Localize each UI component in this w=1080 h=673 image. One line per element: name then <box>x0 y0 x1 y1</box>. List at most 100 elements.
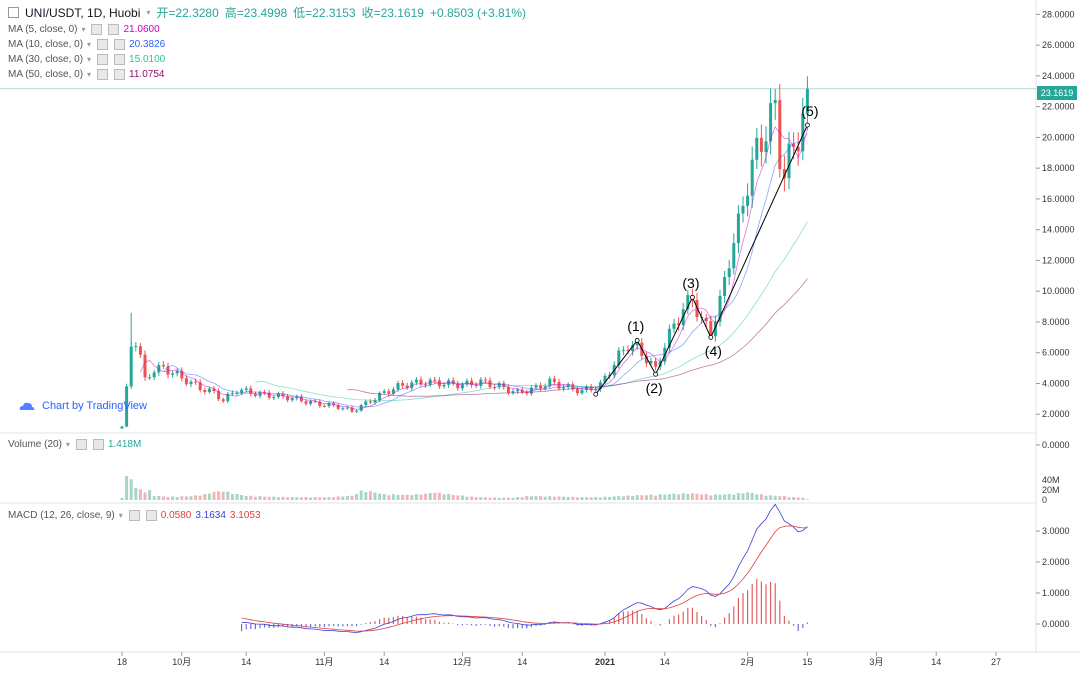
candle-body <box>341 408 345 410</box>
ma-line-30 <box>255 221 808 402</box>
volume-bar <box>221 491 225 500</box>
close-icon[interactable] <box>145 510 157 521</box>
volume-bar <box>263 496 267 500</box>
macd-tick-label: 2.0000 <box>1042 557 1070 567</box>
time-tick-label: 15 <box>802 657 812 667</box>
volume-bar <box>391 494 395 500</box>
candle-body <box>382 391 386 393</box>
eye-icon[interactable] <box>91 24 103 35</box>
candle-body <box>755 137 759 160</box>
volume-bar <box>516 497 520 500</box>
close-icon[interactable] <box>114 54 126 65</box>
candle-body <box>764 141 768 152</box>
candle-body <box>345 407 349 409</box>
volume-bar <box>230 494 234 500</box>
ma50-legend[interactable]: MA (50, close, 0) ▾ 11.0754 <box>8 67 164 82</box>
eye-icon[interactable] <box>128 510 140 521</box>
eye-icon[interactable] <box>75 439 87 450</box>
tradingview-brand[interactable]: Chart by TradingView <box>18 400 147 412</box>
candle-body <box>281 393 285 397</box>
candle-body <box>244 388 248 390</box>
volume-bar <box>373 492 377 500</box>
time-tick-label: 3月 <box>869 657 883 667</box>
volume-bar <box>309 497 313 500</box>
macd-legend[interactable]: MACD (12, 26, close, 9) ▾ 0.0580 3.1634 3… <box>8 508 261 523</box>
volume-bar <box>626 495 630 500</box>
open-value: 开=22.3280 <box>156 6 219 20</box>
symbol-label[interactable]: UNI/USDT, 1D, Huobi <box>25 5 141 20</box>
candle-body <box>184 378 188 385</box>
volume-bar <box>460 495 464 500</box>
close-icon[interactable] <box>92 439 104 450</box>
candle-body <box>442 384 446 387</box>
chevron-down-icon[interactable]: ▾ <box>81 25 86 34</box>
candle-body <box>746 195 750 206</box>
time-tick-label: 27 <box>991 657 1001 667</box>
volume-legend[interactable]: Volume (20) ▾ 1.418M <box>8 437 141 452</box>
candle-body <box>148 377 152 379</box>
volume-bar <box>640 495 644 500</box>
candle-body <box>359 405 363 411</box>
ma10-legend[interactable]: MA (10, close, 0) ▾ 20.3826 <box>8 37 165 52</box>
chevron-down-icon[interactable]: ▾ <box>118 511 123 520</box>
chevron-down-icon[interactable]: ▾ <box>146 8 151 17</box>
volume-bar <box>552 496 556 500</box>
candle-body <box>516 389 520 392</box>
eye-icon[interactable] <box>97 69 109 80</box>
candle-body <box>364 401 368 406</box>
candle-body <box>175 371 179 374</box>
volume-bar <box>419 494 423 500</box>
ma30-value: 15.0100 <box>129 54 166 65</box>
candle-body <box>649 361 653 364</box>
wave-label: (2) <box>645 380 663 397</box>
candle-body <box>778 100 782 170</box>
chevron-down-icon[interactable]: ▾ <box>87 55 92 64</box>
volume-tick-label: 0 <box>1042 495 1047 505</box>
ma5-legend[interactable]: MA (5, close, 0) ▾ 21.0600 <box>8 22 160 37</box>
chevron-down-icon[interactable]: ▾ <box>65 440 70 449</box>
volume-bar <box>732 494 736 500</box>
volume-bar <box>235 493 239 500</box>
ma10-label: MA (10, close, 0) <box>8 39 84 50</box>
volume-bar <box>796 497 800 500</box>
volume-bar <box>736 493 740 500</box>
close-icon[interactable] <box>108 24 120 35</box>
eye-icon[interactable] <box>97 54 109 65</box>
price-tick-label: 18.0000 <box>1042 163 1075 173</box>
ma30-legend[interactable]: MA (30, close, 0) ▾ 15.0100 <box>8 52 165 67</box>
volume-bar <box>332 497 336 500</box>
candle-body <box>626 350 630 352</box>
candle-body <box>474 384 478 386</box>
close-icon[interactable] <box>114 39 126 50</box>
collapse-icon[interactable] <box>8 7 19 18</box>
ma-line-50 <box>347 278 808 397</box>
volume-bar <box>258 496 262 500</box>
volume-bar <box>723 494 727 500</box>
volume-bar <box>571 496 575 500</box>
volume-bar <box>543 496 547 500</box>
volume-bar <box>410 495 414 500</box>
candle-body <box>125 386 129 427</box>
close-icon[interactable] <box>114 69 126 80</box>
volume-bar <box>529 496 533 500</box>
volume-bar <box>566 497 570 500</box>
candle-body <box>235 392 239 394</box>
chevron-down-icon[interactable]: ▾ <box>87 70 92 79</box>
wave-point <box>690 294 695 300</box>
time-tick-label: 10月 <box>172 657 191 667</box>
candle-body <box>378 392 382 401</box>
chevron-down-icon[interactable]: ▾ <box>87 40 92 49</box>
volume-bar <box>148 490 152 500</box>
candle-body <box>350 407 354 412</box>
candle-body <box>207 388 211 393</box>
volume-bar <box>180 496 184 500</box>
volume-bar <box>746 492 750 500</box>
volume-bar <box>433 492 437 500</box>
candle-body <box>138 346 142 355</box>
price-tick-label: 8.0000 <box>1042 317 1070 327</box>
volume-bar <box>240 495 244 500</box>
volume-bar <box>299 497 303 500</box>
eye-icon[interactable] <box>97 39 109 50</box>
volume-tick-label: 20M <box>1042 485 1060 495</box>
